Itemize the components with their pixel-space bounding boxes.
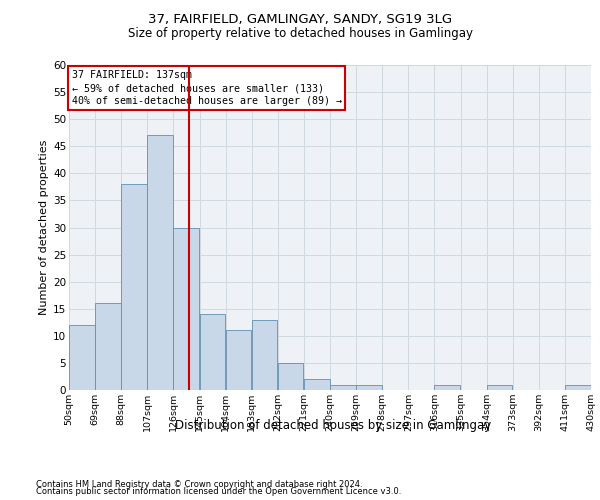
Bar — [434, 384, 460, 390]
Text: Size of property relative to detached houses in Gamlingay: Size of property relative to detached ho… — [128, 28, 473, 40]
Bar — [173, 228, 199, 390]
Bar — [148, 136, 173, 390]
Text: 37, FAIRFIELD, GAMLINGAY, SANDY, SG19 3LG: 37, FAIRFIELD, GAMLINGAY, SANDY, SG19 3L… — [148, 12, 452, 26]
Bar — [200, 314, 225, 390]
Bar — [226, 330, 251, 390]
Bar — [278, 363, 304, 390]
Y-axis label: Number of detached properties: Number of detached properties — [39, 140, 49, 315]
Bar — [330, 384, 356, 390]
Bar — [69, 325, 95, 390]
Bar — [304, 379, 329, 390]
Text: Distribution of detached houses by size in Gamlingay: Distribution of detached houses by size … — [175, 420, 491, 432]
Text: 37 FAIRFIELD: 137sqm
← 59% of detached houses are smaller (133)
40% of semi-deta: 37 FAIRFIELD: 137sqm ← 59% of detached h… — [71, 70, 341, 106]
Bar — [356, 384, 382, 390]
Bar — [252, 320, 277, 390]
Text: Contains public sector information licensed under the Open Government Licence v3: Contains public sector information licen… — [36, 487, 401, 496]
Text: Contains HM Land Registry data © Crown copyright and database right 2024.: Contains HM Land Registry data © Crown c… — [36, 480, 362, 489]
Bar — [487, 384, 512, 390]
Bar — [95, 304, 121, 390]
Bar — [121, 184, 147, 390]
Bar — [565, 384, 590, 390]
